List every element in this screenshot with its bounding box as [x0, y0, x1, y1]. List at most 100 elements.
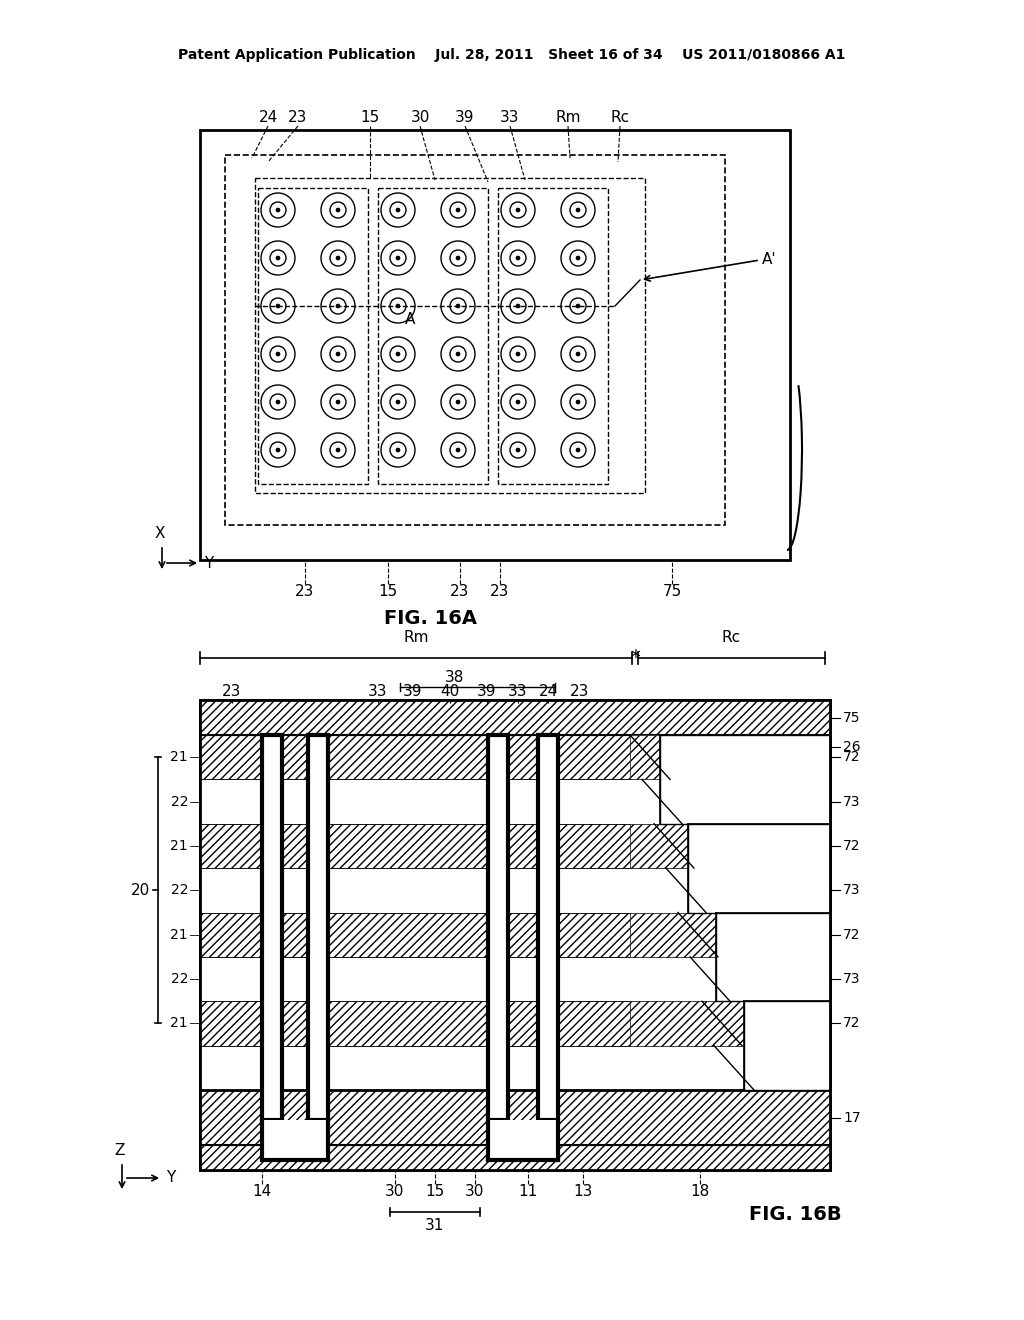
- Circle shape: [575, 400, 580, 404]
- Bar: [488, 735, 508, 1119]
- Bar: [200, 912, 830, 957]
- Text: 72: 72: [843, 750, 860, 764]
- Bar: [258, 187, 368, 484]
- Circle shape: [396, 209, 400, 213]
- Bar: [378, 187, 488, 484]
- Text: 73: 73: [843, 795, 860, 809]
- Bar: [498, 187, 608, 484]
- Circle shape: [575, 209, 580, 213]
- Circle shape: [396, 447, 400, 451]
- Circle shape: [396, 304, 400, 308]
- Text: Y: Y: [204, 556, 213, 570]
- Bar: [488, 1119, 558, 1160]
- Text: Rm: Rm: [403, 630, 429, 645]
- Bar: [660, 735, 830, 824]
- Circle shape: [516, 447, 520, 451]
- Bar: [200, 869, 830, 912]
- Text: 15: 15: [379, 585, 397, 599]
- Bar: [308, 735, 328, 1119]
- Bar: [744, 1002, 830, 1090]
- Text: 11: 11: [518, 1184, 538, 1200]
- Bar: [630, 912, 830, 957]
- Text: 23: 23: [289, 111, 307, 125]
- Text: 24: 24: [539, 685, 558, 700]
- Text: 39: 39: [403, 685, 423, 700]
- Text: Z: Z: [115, 1143, 125, 1158]
- Circle shape: [336, 352, 340, 356]
- Circle shape: [336, 400, 340, 404]
- Text: 72: 72: [843, 840, 860, 853]
- Text: 23: 23: [570, 685, 590, 700]
- Circle shape: [516, 400, 520, 404]
- Text: 13: 13: [573, 1184, 593, 1200]
- Circle shape: [336, 447, 340, 451]
- Text: 75: 75: [663, 585, 682, 599]
- Bar: [630, 824, 830, 869]
- Circle shape: [276, 304, 280, 308]
- Text: 21: 21: [170, 750, 188, 764]
- Circle shape: [456, 400, 460, 404]
- Text: 24: 24: [258, 111, 278, 125]
- Text: 23: 23: [295, 585, 314, 599]
- Bar: [716, 912, 830, 1002]
- Text: A': A': [762, 252, 776, 268]
- Bar: [630, 824, 830, 869]
- Circle shape: [396, 352, 400, 356]
- Circle shape: [336, 209, 340, 213]
- Circle shape: [336, 256, 340, 260]
- Text: 73: 73: [843, 883, 860, 898]
- Bar: [262, 1119, 328, 1160]
- Circle shape: [336, 304, 340, 308]
- Text: 30: 30: [411, 111, 430, 125]
- Bar: [200, 700, 830, 1170]
- Text: 15: 15: [425, 1184, 444, 1200]
- Circle shape: [456, 447, 460, 451]
- Circle shape: [456, 304, 460, 308]
- Circle shape: [276, 447, 280, 451]
- Circle shape: [276, 209, 280, 213]
- Text: 23: 23: [222, 685, 242, 700]
- Bar: [200, 700, 830, 735]
- Text: *: *: [630, 648, 640, 668]
- Text: 23: 23: [451, 585, 470, 599]
- Text: 17: 17: [843, 1111, 860, 1125]
- Text: Rc: Rc: [610, 111, 630, 125]
- Circle shape: [516, 256, 520, 260]
- Circle shape: [516, 352, 520, 356]
- Circle shape: [575, 256, 580, 260]
- Circle shape: [396, 256, 400, 260]
- Bar: [688, 824, 830, 912]
- Bar: [200, 1144, 830, 1170]
- Text: X: X: [155, 525, 165, 541]
- Text: 72: 72: [843, 1016, 860, 1031]
- Bar: [255, 178, 645, 492]
- Text: 39: 39: [477, 685, 497, 700]
- Text: 39: 39: [456, 111, 475, 125]
- Text: 31: 31: [425, 1218, 444, 1233]
- Bar: [225, 154, 725, 525]
- Circle shape: [276, 256, 280, 260]
- Bar: [630, 735, 830, 779]
- Text: Patent Application Publication    Jul. 28, 2011   Sheet 16 of 34    US 2011/0180: Patent Application Publication Jul. 28, …: [178, 48, 846, 62]
- Bar: [630, 1002, 830, 1045]
- Text: 22: 22: [171, 883, 188, 898]
- Bar: [200, 735, 830, 779]
- Text: A: A: [404, 313, 415, 327]
- Circle shape: [276, 352, 280, 356]
- Bar: [200, 1045, 830, 1090]
- Bar: [630, 1002, 830, 1045]
- Circle shape: [575, 304, 580, 308]
- Bar: [200, 1090, 830, 1144]
- Circle shape: [456, 209, 460, 213]
- Text: 18: 18: [690, 1184, 710, 1200]
- Text: Rm: Rm: [555, 111, 581, 125]
- Text: 20: 20: [131, 883, 150, 898]
- Text: 15: 15: [360, 111, 380, 125]
- Circle shape: [456, 256, 460, 260]
- Bar: [262, 735, 282, 1119]
- Circle shape: [516, 304, 520, 308]
- Text: 33: 33: [369, 685, 388, 700]
- Text: 21: 21: [170, 928, 188, 941]
- Bar: [200, 824, 830, 869]
- Circle shape: [575, 447, 580, 451]
